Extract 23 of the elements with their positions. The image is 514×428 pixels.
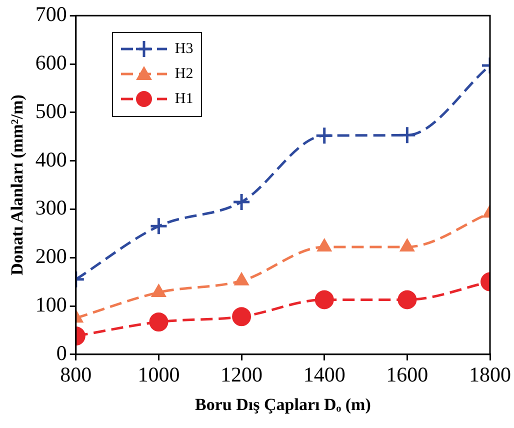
y-tick-label: 600 xyxy=(35,50,67,75)
x-tick-label: 1000 xyxy=(138,362,180,387)
legend-label: H2 xyxy=(174,66,194,83)
y-tick-label: 500 xyxy=(35,98,67,123)
point xyxy=(232,307,252,326)
x-tick-label: 1200 xyxy=(220,362,263,387)
y-tick-label: 300 xyxy=(35,196,67,220)
point xyxy=(314,290,334,310)
y-tick-label: 200 xyxy=(35,244,67,268)
y-tick-label: 700 xyxy=(35,2,67,26)
x-tick-label: 800 xyxy=(60,362,92,387)
legend-label: H3 xyxy=(174,40,194,58)
x-axis-title: Boru Dış Çapları Dₒ (m) xyxy=(195,395,371,414)
point xyxy=(232,192,251,212)
y-axis-title: Donatı Alanları (mm²/m) xyxy=(8,94,27,276)
legend-label: H1 xyxy=(174,90,194,108)
y-tick-label: 0 xyxy=(56,340,67,365)
point xyxy=(315,126,334,145)
y-tick-label: 400 xyxy=(35,147,67,172)
x-tick-label: 1800 xyxy=(469,362,511,387)
x-tick-label: 1400 xyxy=(303,362,346,387)
x-tick-label: 1600 xyxy=(386,362,428,387)
y-tick-label: 100 xyxy=(35,292,67,317)
